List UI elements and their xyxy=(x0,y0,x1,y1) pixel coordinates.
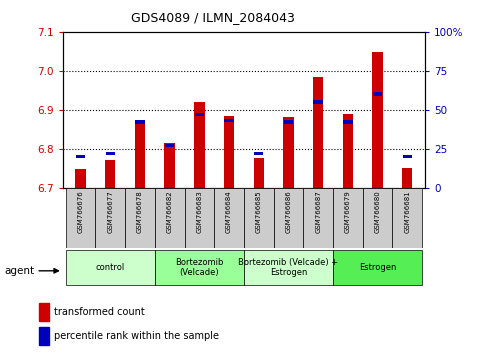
Bar xyxy=(135,120,145,124)
Text: control: control xyxy=(96,263,125,272)
Bar xyxy=(76,155,85,158)
Text: GSM766676: GSM766676 xyxy=(78,190,84,233)
Text: GSM766681: GSM766681 xyxy=(404,190,410,233)
Bar xyxy=(194,102,205,188)
Bar xyxy=(66,188,96,248)
Bar xyxy=(105,160,115,188)
Text: GDS4089 / ILMN_2084043: GDS4089 / ILMN_2084043 xyxy=(130,11,295,24)
Bar xyxy=(39,303,49,321)
Text: GSM766684: GSM766684 xyxy=(226,190,232,233)
Text: agent: agent xyxy=(5,266,35,276)
Text: GSM766687: GSM766687 xyxy=(315,190,321,233)
Bar xyxy=(125,188,155,248)
Bar xyxy=(75,169,86,188)
Bar xyxy=(273,188,303,248)
Bar xyxy=(66,250,155,285)
Bar xyxy=(155,188,185,248)
Bar xyxy=(363,188,392,248)
Bar xyxy=(254,152,263,155)
Text: Bortezomib (Velcade) +
Estrogen: Bortezomib (Velcade) + Estrogen xyxy=(239,258,339,277)
Bar xyxy=(373,92,382,96)
Bar xyxy=(303,188,333,248)
Text: Estrogen: Estrogen xyxy=(359,263,396,272)
Bar xyxy=(333,188,363,248)
Text: percentile rank within the sample: percentile rank within the sample xyxy=(54,331,218,341)
Bar xyxy=(343,120,353,124)
Bar xyxy=(195,113,204,116)
Bar xyxy=(185,188,214,248)
Text: GSM766683: GSM766683 xyxy=(197,190,202,233)
Bar xyxy=(333,250,422,285)
Bar xyxy=(225,119,234,122)
Bar xyxy=(244,250,333,285)
Text: GSM766686: GSM766686 xyxy=(285,190,291,233)
Bar xyxy=(313,77,323,188)
Bar xyxy=(283,117,294,188)
Text: Bortezomib
(Velcade): Bortezomib (Velcade) xyxy=(175,258,224,277)
Bar xyxy=(224,116,234,188)
Bar xyxy=(155,250,244,285)
Text: GSM766679: GSM766679 xyxy=(345,190,351,233)
Bar xyxy=(402,168,412,188)
Bar xyxy=(214,188,244,248)
Bar xyxy=(392,188,422,248)
Text: GSM766682: GSM766682 xyxy=(167,190,173,233)
Bar xyxy=(284,120,293,124)
Text: GSM766678: GSM766678 xyxy=(137,190,143,233)
Bar xyxy=(313,100,323,104)
Text: GSM766685: GSM766685 xyxy=(256,190,262,233)
Text: transformed count: transformed count xyxy=(54,307,144,317)
Bar xyxy=(244,188,273,248)
Bar xyxy=(342,114,353,188)
Text: GSM766677: GSM766677 xyxy=(107,190,114,233)
Bar xyxy=(165,144,174,147)
Bar xyxy=(165,143,175,188)
Bar xyxy=(135,121,145,188)
Bar xyxy=(254,158,264,188)
Bar xyxy=(39,326,49,345)
Bar xyxy=(96,188,125,248)
Bar xyxy=(402,155,412,158)
Bar xyxy=(106,152,115,155)
Bar xyxy=(372,52,383,188)
Text: GSM766680: GSM766680 xyxy=(374,190,381,233)
